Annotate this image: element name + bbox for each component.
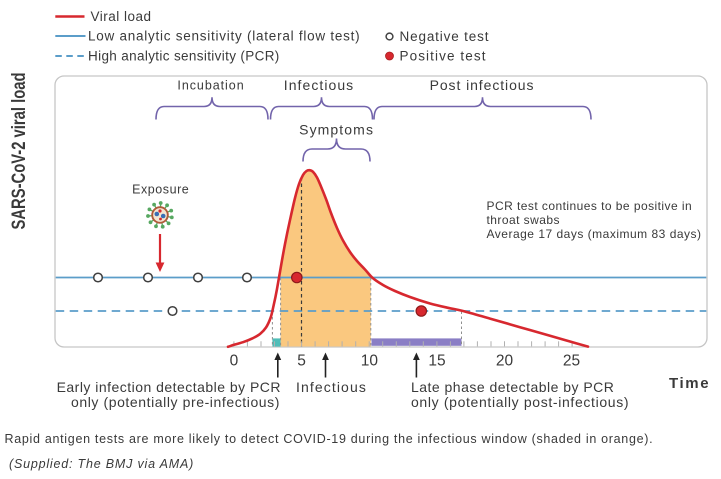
svg-text:Average 17 days (maximum 83 da: Average 17 days (maximum 83 days): [487, 227, 702, 241]
svg-text:Exposure: Exposure: [132, 183, 189, 197]
svg-text:Infectious: Infectious: [296, 379, 367, 395]
svg-text:Viral load: Viral load: [91, 9, 152, 24]
svg-text:Positive test: Positive test: [400, 49, 487, 64]
svg-text:Negative test: Negative test: [400, 29, 490, 44]
svg-text:Time: Time: [669, 375, 710, 392]
svg-text:Low analytic sensitivity (late: Low analytic sensitivity (lateral flow t…: [88, 29, 360, 44]
svg-text:Rapid antigen tests are more l: Rapid antigen tests are more likely to d…: [5, 432, 654, 446]
svg-text:SARS-CoV-2 viral load: SARS-CoV-2 viral load: [9, 73, 30, 230]
svg-text:20: 20: [496, 353, 514, 370]
svg-text:10: 10: [361, 353, 379, 370]
svg-text:15: 15: [428, 353, 445, 370]
svg-text:5: 5: [297, 353, 306, 370]
svg-text:Infectious: Infectious: [284, 77, 354, 93]
svg-text:High analytic sensitivity (PCR: High analytic sensitivity (PCR): [88, 49, 280, 64]
svg-text:throat swabs: throat swabs: [487, 213, 560, 227]
svg-text:Late phase detectable by PCR: Late phase detectable by PCR: [411, 379, 614, 395]
svg-text:only (potentially pre-infectio: only (potentially pre-infectious): [71, 394, 280, 410]
svg-text:Symptoms: Symptoms: [299, 122, 374, 138]
svg-text:(Supplied: The BMJ via AMA): (Supplied: The BMJ via AMA): [9, 457, 194, 471]
svg-text:only (potentially post-infecti: only (potentially post-infectious): [411, 394, 629, 410]
svg-text:0: 0: [230, 353, 239, 370]
svg-text:Early infection detectable by: Early infection detectable by PCR: [57, 379, 281, 395]
svg-text:Post infectious: Post infectious: [430, 77, 535, 93]
svg-text:Incubation: Incubation: [177, 79, 244, 93]
svg-text:PCR test continues to be posit: PCR test continues to be positive in: [487, 199, 693, 213]
svg-text:25: 25: [563, 353, 580, 370]
